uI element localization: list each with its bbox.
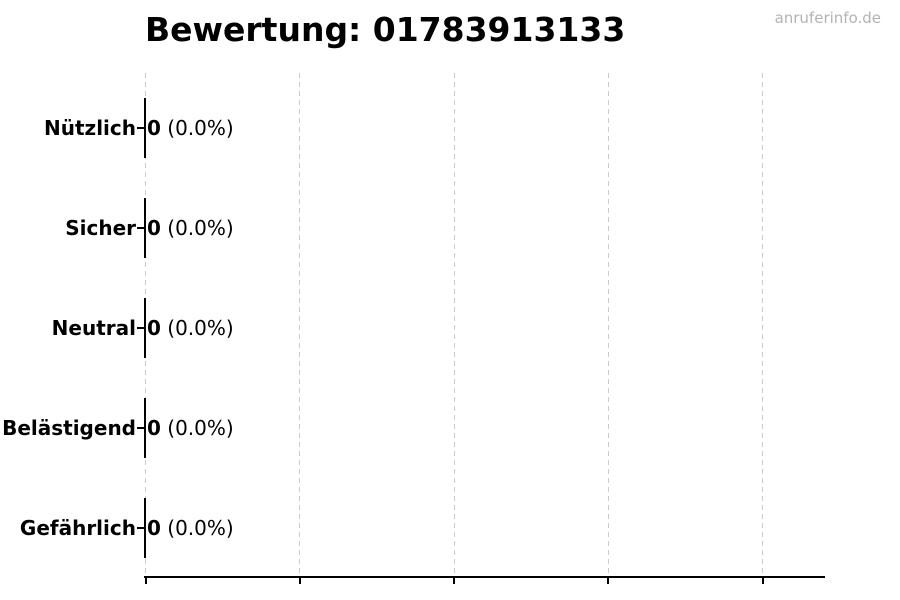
category-label: Sicher	[65, 216, 136, 240]
x-axis-tick	[761, 578, 764, 584]
value-annotation: 0 (0.0%)	[147, 416, 234, 440]
value-count: 0	[147, 316, 161, 340]
gridline	[762, 73, 764, 577]
x-axis-tick	[144, 578, 147, 584]
category-label: Gefährlich	[19, 516, 136, 540]
x-axis-line	[144, 576, 825, 578]
x-axis-tick	[453, 578, 456, 584]
plot-area	[144, 73, 825, 584]
zero-width-bar	[144, 298, 146, 358]
y-axis-tick	[137, 427, 145, 429]
value-percent: (0.0%)	[160, 216, 234, 240]
gridline	[299, 73, 301, 577]
gridline	[453, 73, 455, 577]
value-percent: (0.0%)	[160, 416, 234, 440]
x-axis-tick	[607, 578, 610, 584]
gridline	[607, 73, 609, 577]
watermark: anruferinfo.de	[774, 9, 881, 27]
chart-title: Bewertung: 01783913133	[145, 10, 626, 49]
value-count: 0	[147, 216, 161, 240]
value-percent: (0.0%)	[160, 316, 234, 340]
zero-width-bar	[144, 198, 146, 258]
x-axis-tick	[298, 578, 301, 584]
y-axis-tick	[137, 127, 145, 129]
value-percent: (0.0%)	[160, 516, 234, 540]
y-axis-tick	[137, 227, 145, 229]
zero-width-bar	[144, 398, 146, 458]
y-axis-tick	[137, 527, 145, 529]
category-label: Nützlich	[44, 116, 136, 140]
value-annotation: 0 (0.0%)	[147, 316, 234, 340]
value-annotation: 0 (0.0%)	[147, 116, 234, 140]
value-count: 0	[147, 516, 161, 540]
zero-width-bar	[144, 498, 146, 558]
y-axis-tick	[137, 327, 145, 329]
value-count: 0	[147, 116, 161, 140]
category-label: Neutral	[51, 316, 136, 340]
category-label: Belästigend	[2, 416, 136, 440]
value-count: 0	[147, 416, 161, 440]
zero-width-bar	[144, 98, 146, 158]
value-annotation: 0 (0.0%)	[147, 516, 234, 540]
value-percent: (0.0%)	[160, 116, 234, 140]
value-annotation: 0 (0.0%)	[147, 216, 234, 240]
